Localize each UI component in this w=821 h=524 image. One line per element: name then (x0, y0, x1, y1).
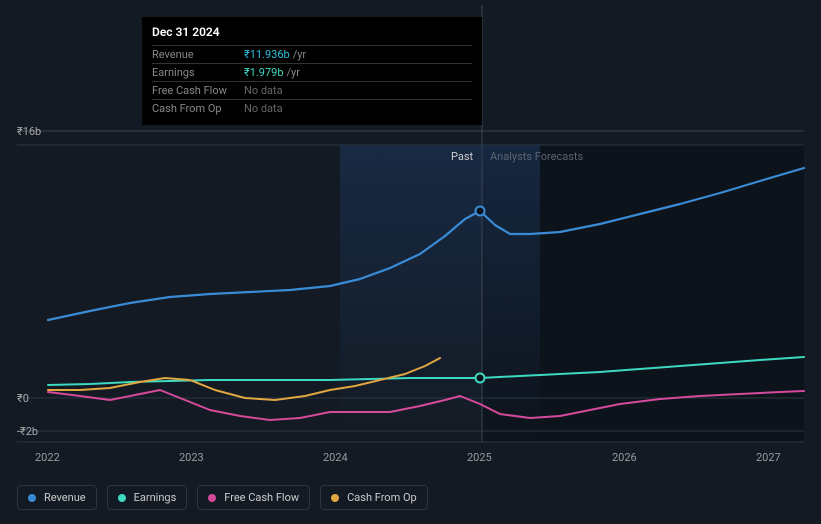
tooltip-date: Dec 31 2024 (152, 25, 472, 39)
legend-dot-icon (28, 494, 36, 502)
tooltip-row-fcf: Free Cash FlowNo data (152, 81, 472, 99)
tooltip-row-earnings: Earnings₹1.979b/yr (152, 63, 472, 81)
section-label-future: Analysts Forecasts (490, 150, 583, 163)
y-axis-tick-label: ₹0 (17, 392, 29, 405)
legend-item-fcf[interactable]: Free Cash Flow (197, 485, 310, 510)
tooltip-row-cfo: Cash From OpNo data (152, 99, 472, 117)
legend-dot-icon (208, 494, 216, 502)
tooltip-suffix: /yr (293, 48, 306, 61)
x-axis-tick-label: 2023 (179, 451, 204, 464)
section-label-past: Past (451, 150, 473, 163)
tooltip-label: Revenue (152, 48, 244, 61)
x-axis-tick-label: 2022 (35, 451, 60, 464)
legend-item-revenue[interactable]: Revenue (17, 485, 97, 510)
legend-dot-icon (331, 494, 339, 502)
tooltip-label: Free Cash Flow (152, 84, 244, 97)
tooltip-value: No data (244, 102, 283, 115)
legend-item-cfo[interactable]: Cash From Op (320, 485, 428, 510)
legend-label: Cash From Op (347, 491, 417, 504)
financial-chart: Dec 31 2024 Revenue₹11.936b/yrEarnings₹1… (0, 0, 821, 524)
tooltip-value: No data (244, 84, 283, 97)
x-axis-tick-label: 2025 (467, 451, 492, 464)
tooltip-row-revenue: Revenue₹11.936b/yr (152, 45, 472, 63)
tooltip-value: ₹11.936b (244, 48, 290, 61)
tooltip-value: ₹1.979b (244, 66, 284, 79)
legend-label: Free Cash Flow (224, 491, 299, 504)
legend-label: Earnings (134, 491, 177, 504)
tooltip-label: Cash From Op (152, 102, 244, 115)
chart-legend: Revenue Earnings Free Cash Flow Cash From O… (17, 485, 428, 510)
legend-dot-icon (118, 494, 126, 502)
tooltip-suffix: /yr (287, 66, 300, 79)
x-axis-tick-label: 2024 (323, 451, 348, 464)
x-axis-tick-label: 2027 (756, 451, 781, 464)
y-axis-tick-label: ₹16b (17, 125, 41, 138)
y-axis-tick-label: -₹2b (17, 425, 38, 438)
chart-tooltip: Dec 31 2024 Revenue₹11.936b/yrEarnings₹1… (142, 17, 482, 125)
legend-label: Revenue (44, 491, 86, 504)
x-axis-tick-label: 2026 (612, 451, 637, 464)
tooltip-label: Earnings (152, 66, 244, 79)
legend-item-earnings[interactable]: Earnings (107, 485, 188, 510)
